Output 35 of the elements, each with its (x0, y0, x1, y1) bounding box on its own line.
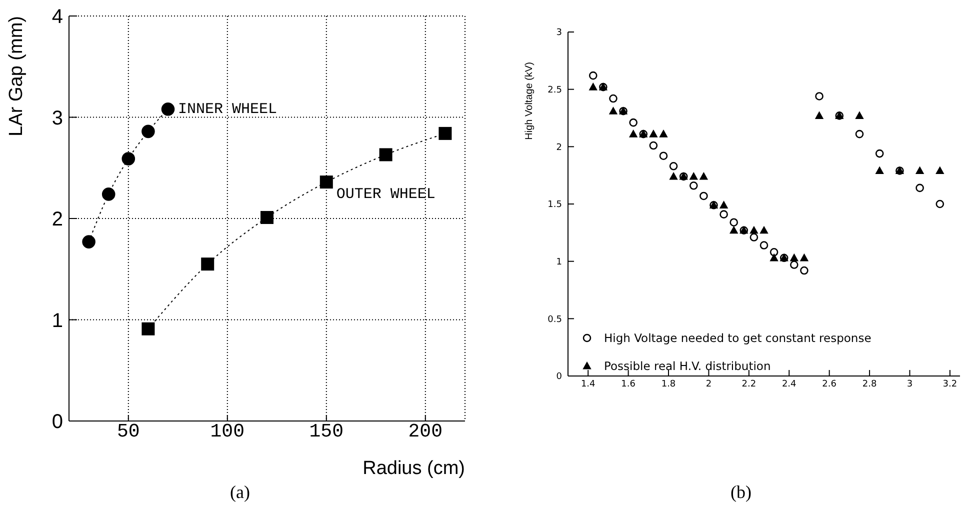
x-tick-label: 3.2 (942, 379, 958, 390)
y-tick-label: 0 (52, 411, 63, 434)
y-axis-title: LAr Gap (mm) (6, 16, 27, 136)
y-tick-label: 1 (556, 258, 562, 268)
legend-label: Possible real H.V. distribution (604, 359, 771, 373)
x-tick-label: 2.6 (822, 379, 837, 390)
x-tick-label: 3 (906, 379, 913, 390)
y-tick-label: 4 (52, 6, 63, 28)
x-tick-label: 100 (210, 420, 245, 442)
x-tick-label: 150 (309, 420, 344, 442)
annotation: INNER WHEEL (178, 101, 278, 118)
y-tick-label: 3 (52, 107, 63, 130)
text: (a) (229, 482, 251, 503)
text: (b) (730, 482, 752, 503)
y-tick-label: 3 (556, 28, 562, 38)
annotation: OUTER WHEEL (336, 186, 436, 204)
x-tick-label: 1.8 (661, 379, 676, 390)
x-tick-label: 1.4 (580, 379, 596, 390)
x-axis-title: Radius (cm) (362, 458, 465, 479)
y-tick-label: 2 (52, 208, 63, 231)
y-tick-label: 1 (52, 310, 63, 332)
y-tick-label: 0 (556, 372, 562, 382)
y-tick-label: 2.5 (548, 86, 562, 96)
legend-label: High Voltage needed to get constant response (604, 331, 872, 345)
x-tick-label: 1.6 (621, 379, 636, 390)
y-tick-label: 0.5 (548, 314, 562, 325)
x-tick-label: 200 (408, 420, 443, 442)
x-tick-label: 50 (116, 420, 140, 442)
x-tick-label: 2.8 (862, 379, 877, 390)
y-tick-label: 1.5 (548, 200, 562, 210)
x-tick-label: 2 (706, 379, 712, 390)
y-axis-title: High Voltage (kV) (524, 62, 535, 140)
x-tick-label: 2.2 (742, 379, 756, 390)
x-tick-label: 2.4 (782, 379, 797, 390)
y-tick-label: 2 (556, 142, 562, 153)
